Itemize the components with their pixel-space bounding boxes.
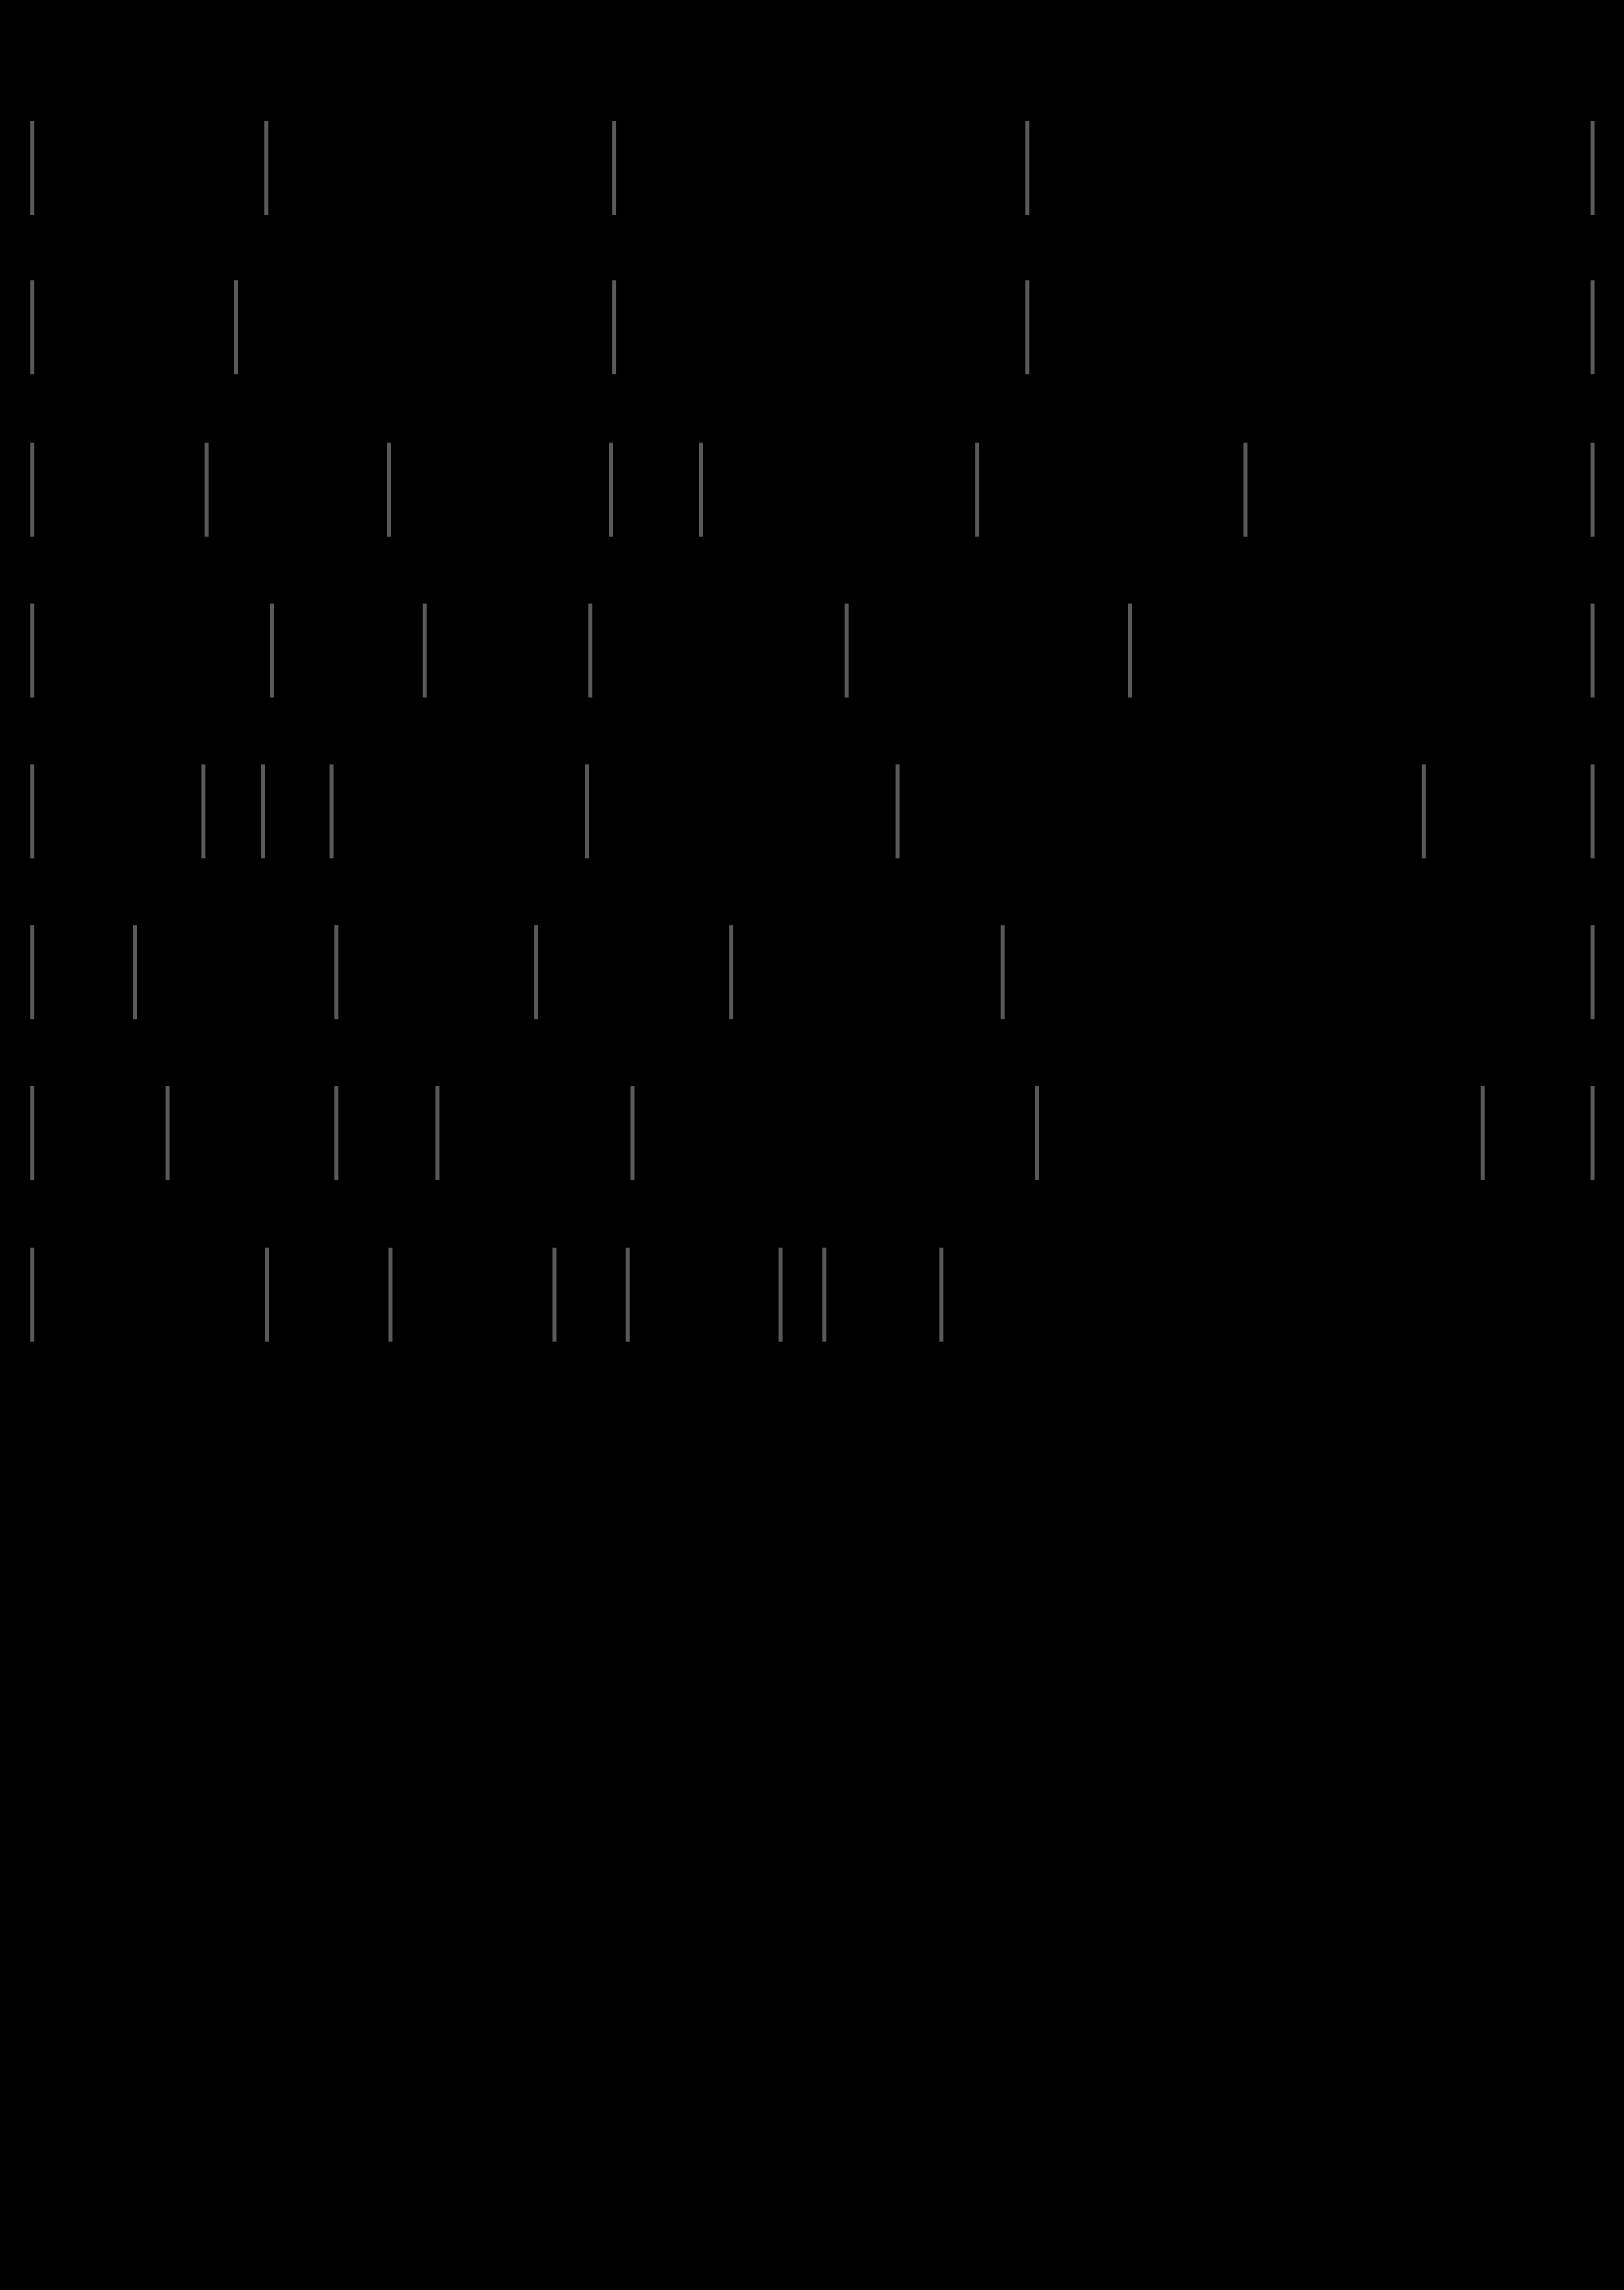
tick-mark <box>30 925 34 1019</box>
tick-mark <box>30 280 34 374</box>
tick-mark <box>822 1248 826 1342</box>
tick-mark <box>133 925 137 1019</box>
tick-mark <box>1128 604 1132 698</box>
tick-mark <box>1591 925 1595 1019</box>
tick-mark <box>1591 764 1595 858</box>
tick-mark <box>261 764 265 858</box>
tick-mark <box>585 764 589 858</box>
tick-mark <box>779 1248 783 1342</box>
tick-mark <box>1025 121 1029 215</box>
tick-mark <box>1591 280 1595 374</box>
tick-mark <box>334 925 338 1019</box>
tick-mark <box>30 1248 34 1342</box>
tick-mark <box>30 604 34 698</box>
tick-mark <box>630 1086 634 1180</box>
tick-mark <box>30 764 34 858</box>
tick-mark <box>896 764 900 858</box>
tick-mark <box>845 604 849 698</box>
tick-mark <box>612 280 616 374</box>
tick-mark <box>330 764 334 858</box>
tick-grid-canvas <box>0 0 1624 2290</box>
tick-mark <box>939 1248 943 1342</box>
tick-mark <box>388 1248 392 1342</box>
tick-mark <box>1591 1086 1595 1180</box>
tick-mark <box>264 121 268 215</box>
tick-mark <box>1481 1086 1485 1180</box>
tick-mark <box>270 604 274 698</box>
tick-mark <box>612 121 616 215</box>
tick-mark <box>387 443 391 537</box>
tick-mark <box>30 443 34 537</box>
tick-mark <box>534 925 538 1019</box>
tick-mark <box>30 121 34 215</box>
tick-mark <box>975 443 979 537</box>
tick-mark <box>1001 925 1005 1019</box>
tick-mark <box>201 764 205 858</box>
tick-mark <box>729 925 733 1019</box>
tick-mark <box>1591 604 1595 698</box>
tick-mark <box>30 1086 34 1180</box>
tick-mark <box>626 1248 630 1342</box>
tick-mark <box>1591 121 1595 215</box>
tick-mark <box>609 443 613 537</box>
tick-mark <box>234 280 238 374</box>
tick-mark <box>552 1248 556 1342</box>
tick-mark <box>1025 280 1029 374</box>
tick-mark <box>1035 1086 1039 1180</box>
tick-mark <box>1243 443 1247 537</box>
tick-mark <box>166 1086 170 1180</box>
tick-mark <box>588 604 592 698</box>
tick-mark <box>334 1086 338 1180</box>
tick-mark <box>423 604 427 698</box>
tick-mark <box>205 443 209 537</box>
tick-mark <box>435 1086 439 1180</box>
tick-mark <box>1591 443 1595 537</box>
tick-mark <box>699 443 703 537</box>
tick-mark <box>265 1248 269 1342</box>
tick-mark <box>1422 764 1426 858</box>
